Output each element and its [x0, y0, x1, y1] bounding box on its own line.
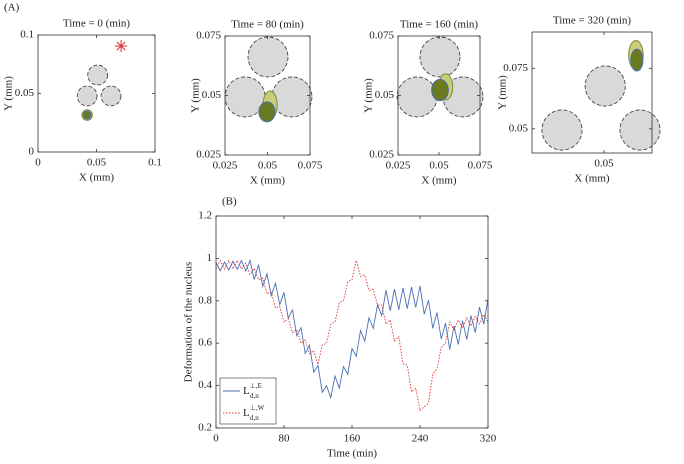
y-tick-label: 0.05 [15, 87, 35, 99]
obstacle [76, 85, 98, 107]
legend-box [219, 377, 277, 425]
chart-title: Time = 320 (min) [553, 15, 632, 27]
nucleus [258, 101, 276, 123]
y-tick-label: 0.075 [196, 30, 221, 42]
legend-sup: ⊥,W [250, 404, 265, 412]
y-tick-label: 1.2 [198, 210, 212, 222]
x-axis-label: X (mm) [79, 172, 114, 184]
x-tick-label: 0 [213, 433, 219, 445]
x-tick-label: 80 [279, 433, 291, 445]
legend-label: L⊥,W d,n [243, 404, 265, 422]
obstacle [100, 85, 122, 107]
y-tick-label: 1 [207, 252, 213, 264]
obstacle [584, 65, 626, 107]
legend-sup: ⊥,E [250, 382, 262, 390]
nucleus [630, 48, 644, 72]
x-axis-label: X (mm) [574, 173, 609, 185]
x-tick-label: 0.1 [148, 157, 162, 169]
y-tick-label: 0.075 [369, 30, 394, 42]
legend-sub: d,n [250, 414, 259, 422]
chart-title: Time = 0 (min) [63, 18, 131, 30]
x-tick-label: 0.025 [386, 160, 411, 172]
obstacle [247, 36, 289, 78]
y-tick-label: 0.6 [198, 337, 212, 349]
x-tick-label: 0.05 [258, 160, 278, 172]
obstacle [541, 109, 583, 151]
x-tick-label: 0.05 [429, 160, 449, 172]
y-tick-label: 0.05 [509, 122, 529, 134]
legend-name: L [243, 407, 250, 419]
y-tick-label: 0.2 [198, 422, 212, 434]
legend-name: L [243, 385, 250, 397]
x-tick-label: 0.05 [87, 157, 107, 169]
obstacle [619, 109, 661, 151]
x-tick-label: 240 [412, 433, 429, 445]
y-tick-label: 0 [29, 146, 35, 158]
x-tick-label: 0 [35, 157, 41, 169]
y-axis-label: Y (mm) [363, 78, 375, 113]
y-axis-label: Y (mm) [190, 78, 202, 113]
y-tick-label: 0.1 [20, 29, 34, 41]
legend-sub: d,n [250, 392, 259, 400]
y-axis-label: Deformation of the nucleus [183, 262, 195, 383]
nucleus [82, 110, 92, 120]
series-line [215, 259, 489, 400]
x-axis-label: X (mm) [421, 175, 456, 187]
obstacle [87, 64, 109, 86]
obstacle [396, 76, 438, 118]
nucleus [431, 78, 449, 102]
x-axis-label: X (mm) [250, 175, 285, 187]
chart-title: Time = 160 (min) [400, 19, 479, 31]
x-tick-label: 0.05 [594, 158, 614, 170]
y-tick-label: 0.8 [198, 294, 212, 306]
y-tick-label: 0.075 [503, 62, 528, 74]
axes-frame [531, 31, 653, 154]
x-tick-label: 0.075 [298, 160, 323, 172]
series-line [215, 259, 489, 412]
y-tick-label: 0.05 [202, 89, 222, 101]
y-tick-label: 0.025 [196, 149, 221, 161]
y-axis-label: Y (mm) [497, 75, 509, 110]
x-tick-label: 320 [480, 433, 497, 445]
x-tick-label: 160 [344, 433, 361, 445]
panel-label: (A) [4, 2, 20, 14]
y-axis-label: Y (mm) [3, 76, 15, 111]
y-tick-label: 0.05 [375, 89, 395, 101]
obstacle [271, 76, 313, 118]
legend-label: L⊥,E d,n [243, 382, 262, 400]
chart-title: Time = 80 (min) [231, 19, 304, 31]
x-tick-label: 0.075 [468, 160, 493, 172]
star-marker [115, 39, 128, 52]
x-axis-label: Time (min) [327, 448, 377, 460]
panel-label: (B) [222, 196, 237, 208]
y-tick-label: 0.025 [369, 149, 394, 161]
obstacle [419, 36, 461, 78]
y-tick-label: 0.4 [198, 379, 212, 391]
x-tick-label: 0.025 [213, 160, 238, 172]
